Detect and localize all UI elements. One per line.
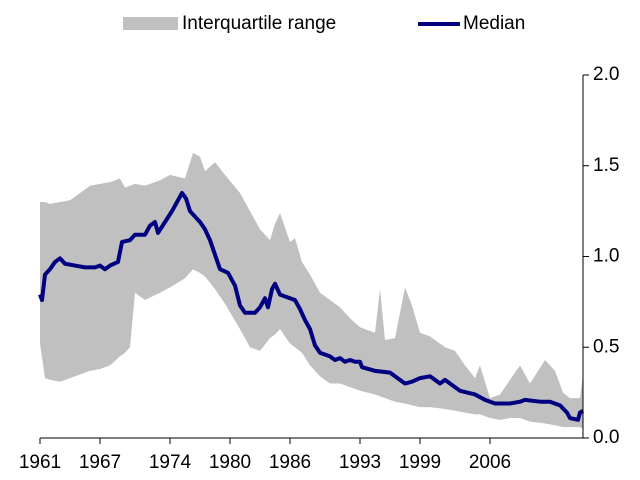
- x-tick-label: 1999: [399, 452, 441, 473]
- x-tick-label: 1974: [149, 452, 192, 473]
- x-tick-label: 1967: [79, 452, 121, 473]
- y-tick-label: 1.0: [593, 246, 619, 267]
- x-tick-label: 1993: [339, 452, 381, 473]
- x-tick-label: 1986: [269, 452, 311, 473]
- median-line: [38, 190, 585, 422]
- y-tick-label: 0.5: [593, 336, 619, 357]
- y-tick-label: 1.5: [593, 155, 619, 176]
- legend-label: Median: [463, 13, 525, 34]
- y-tick-label: 0.0: [593, 427, 619, 448]
- y-tick-label: 2.0: [593, 64, 619, 85]
- x-tick-label: 1961: [19, 452, 61, 473]
- x-tick-label: 2006: [469, 452, 511, 473]
- x-tick-label: 1980: [209, 452, 251, 473]
- legend-label: Interquartile range: [182, 13, 336, 34]
- legend-swatch: [123, 17, 178, 30]
- interquartile-band: [40, 153, 583, 429]
